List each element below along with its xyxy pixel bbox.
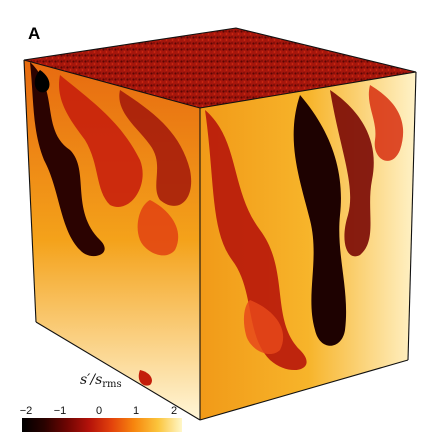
colorbar-label-sub: rms (102, 379, 122, 390)
colorbar-tick-3: 1 (132, 405, 140, 417)
cube-edges (23, 27, 417, 421)
colorbar-tick-4: 2 (170, 405, 178, 417)
panel-label: A (28, 24, 41, 43)
colorbar-tick-2: 0 (95, 405, 103, 417)
left-plumes (30, 62, 192, 386)
colorbar-label-base: s′/s (80, 372, 103, 388)
colorbar-title: s′/srms (80, 372, 122, 390)
colorbar-tick-1: −1 (53, 405, 67, 417)
colorbar (22, 418, 182, 432)
right-plumes (205, 85, 404, 371)
colorbar-tick-0: −2 (19, 405, 33, 417)
